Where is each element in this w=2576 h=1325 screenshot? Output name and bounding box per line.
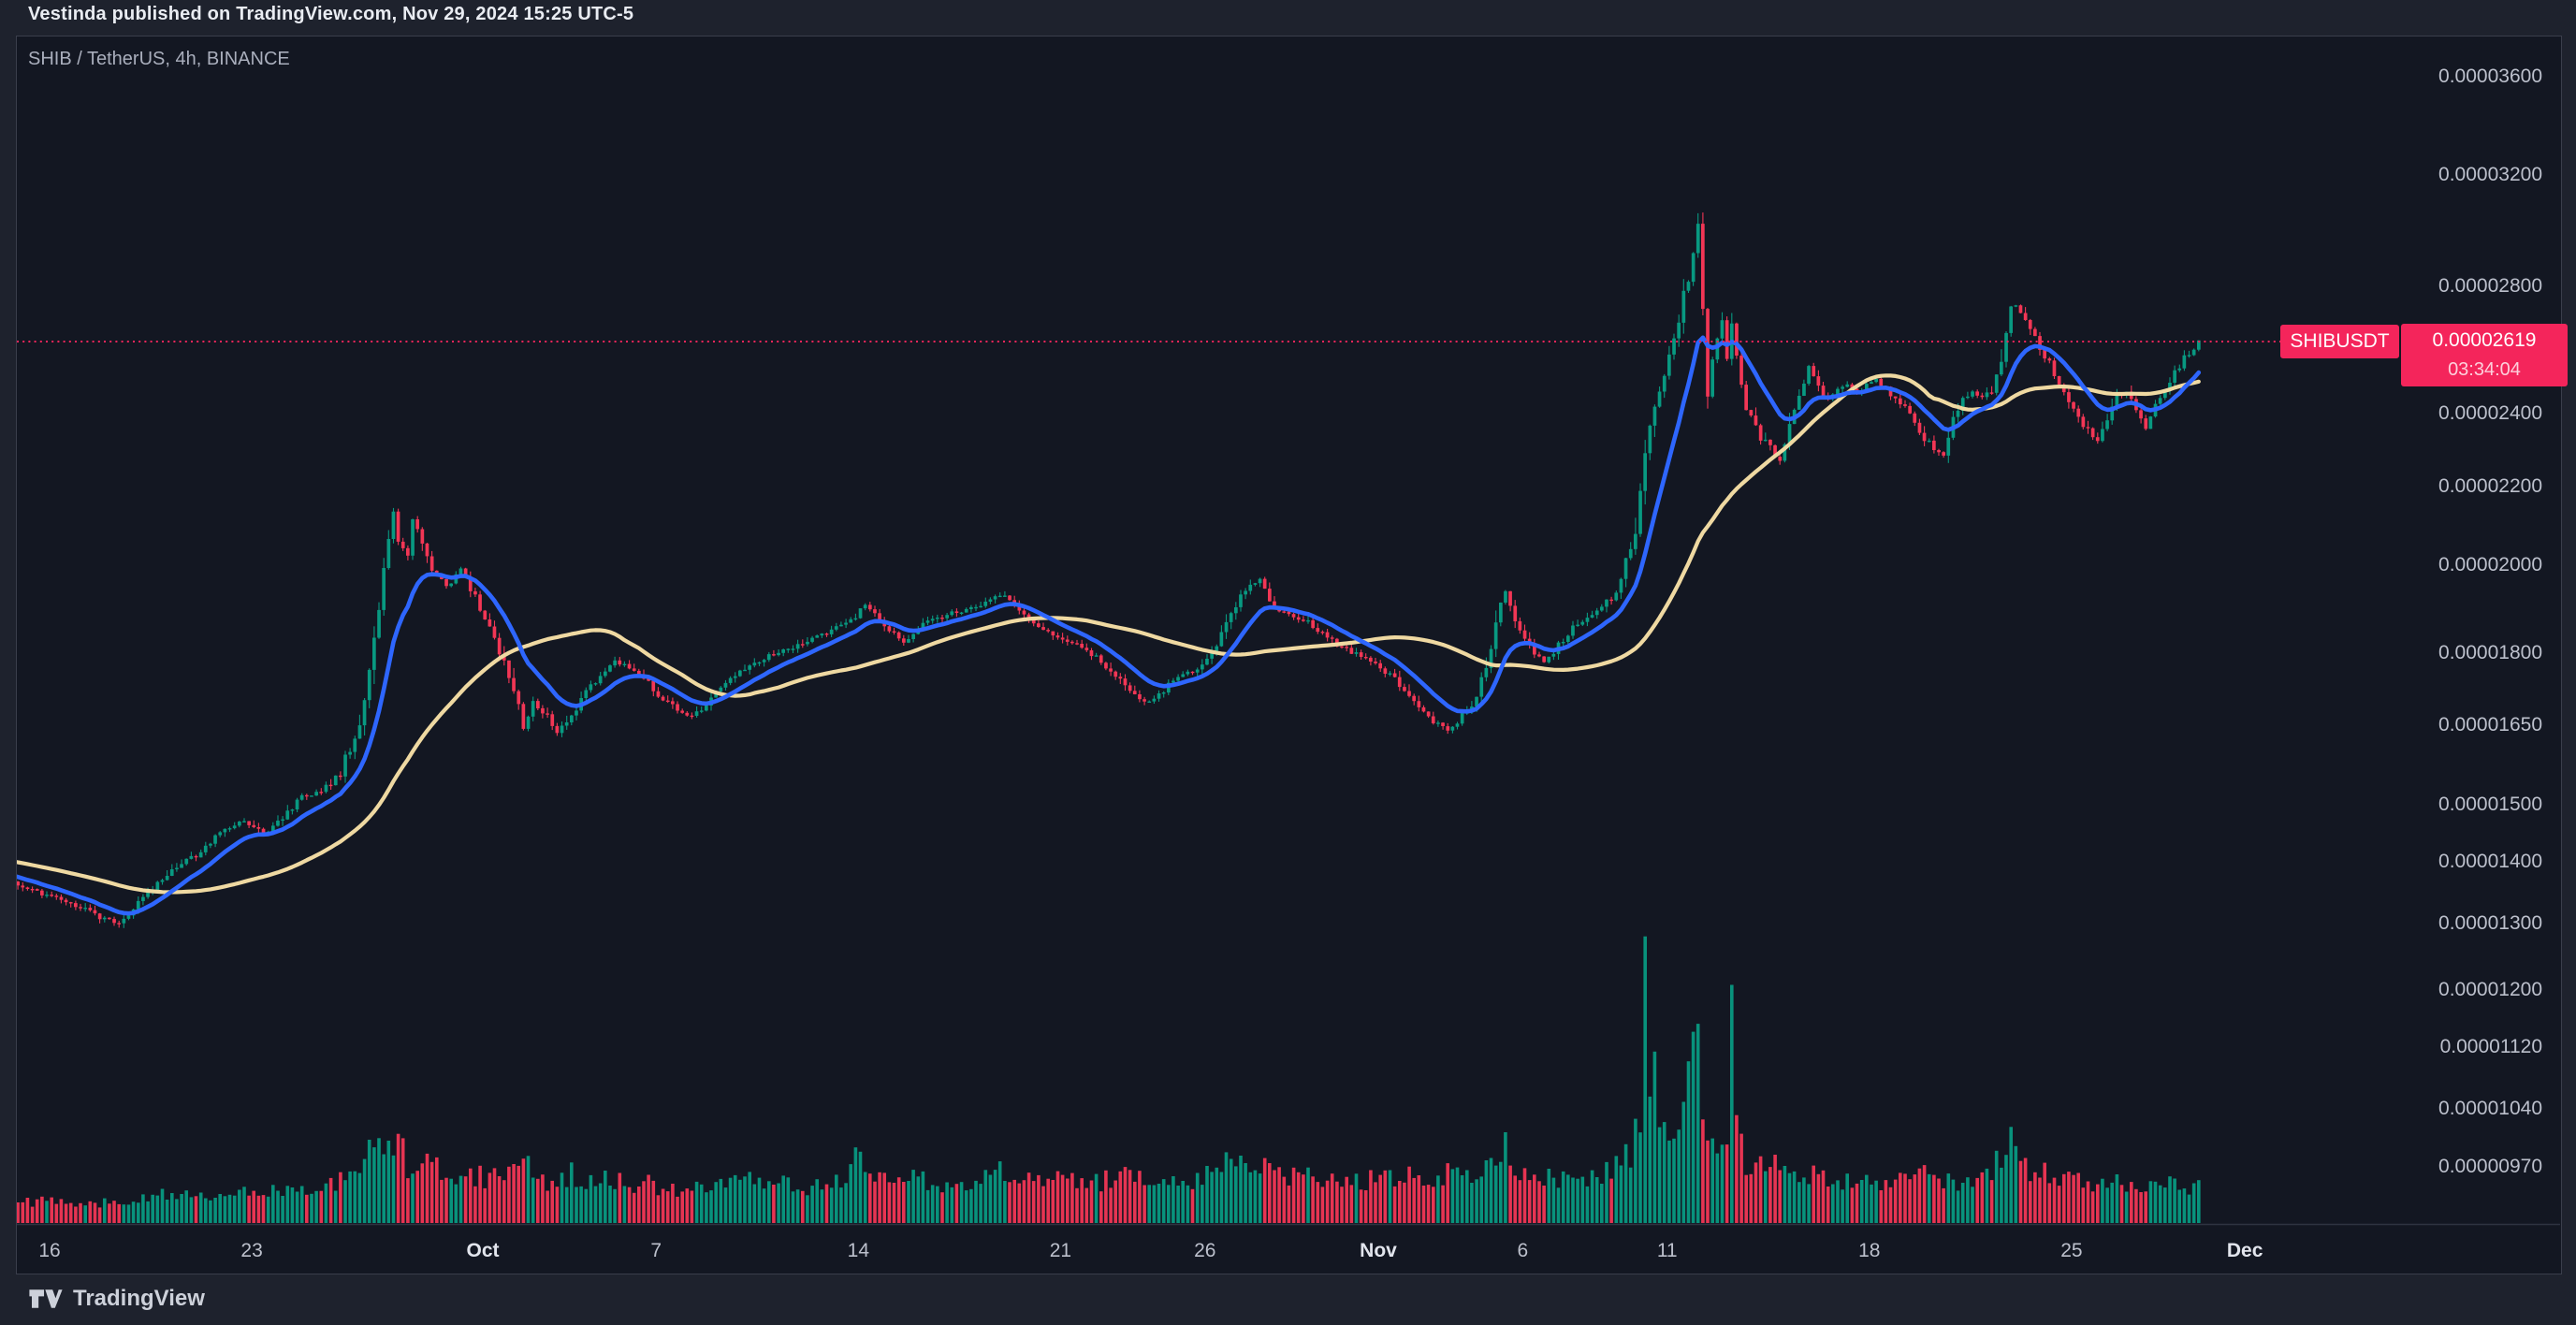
- price-axis-label: 0.00002400: [2438, 402, 2542, 425]
- price-axis-label: 0.00001300: [2438, 911, 2542, 934]
- time-axis-label: 6: [1517, 1240, 1529, 1261]
- footer-brand-text: TradingView: [73, 1286, 205, 1311]
- volume-histogram: [17, 936, 2201, 1223]
- price-axis-label: 0.00001120: [2439, 1036, 2542, 1058]
- price-axis-label: 0.00002200: [2438, 474, 2542, 497]
- time-axis-label: 23: [240, 1240, 263, 1261]
- price-axis-label: 0.00001650: [2438, 714, 2542, 736]
- price-axis-label: 0.00002000: [2438, 554, 2542, 576]
- time-axis-label: 25: [2060, 1240, 2083, 1261]
- candlestick-series: [17, 212, 2201, 928]
- last-price-value: 0.00002619: [2432, 329, 2537, 351]
- attribution-text: Vestinda published on TradingView.com, N…: [28, 4, 634, 24]
- time-axis-label: 7: [650, 1240, 662, 1261]
- time-axis-label: 26: [1194, 1240, 1216, 1261]
- price-axis-label: 0.00000970: [2438, 1155, 2542, 1177]
- symbol-price-flag: SHIBUSDT: [2280, 325, 2399, 358]
- price-axis-label: 0.00002800: [2438, 274, 2542, 297]
- chart-plot-area[interactable]: [11, 212, 2202, 1223]
- price-axis-label: 0.00001040: [2438, 1098, 2542, 1120]
- time-axis-label: 21: [1049, 1240, 1072, 1261]
- price-axis-label: 0.00003600: [2438, 66, 2542, 88]
- time-axis-label: 11: [1656, 1240, 1678, 1261]
- price-axis-label: 0.00001800: [2438, 641, 2542, 663]
- price-axis-label: 0.00001400: [2438, 851, 2542, 873]
- slow-ma-line: [17, 373, 2201, 895]
- tradingview-logo-icon: [29, 1289, 63, 1308]
- price-axis-label: 0.00001500: [2438, 793, 2542, 815]
- last-price-label: 0.00002619 03:34:04: [2401, 324, 2568, 386]
- price-axis-label: 0.00001200: [2438, 979, 2542, 1000]
- bar-countdown: 03:34:04: [2448, 359, 2521, 380]
- symbol-title: SHIB / TetherUS, 4h, BINANCE: [28, 49, 290, 69]
- price-axis-label: 0.00003200: [2438, 164, 2542, 186]
- footer-brand[interactable]: TradingView: [28, 1284, 205, 1314]
- chart-pane[interactable]: [16, 36, 2562, 1274]
- time-axis-label: Dec: [2226, 1240, 2263, 1261]
- time-axis-label: Oct: [466, 1240, 500, 1261]
- time-axis-label: 14: [847, 1240, 870, 1261]
- time-axis-label: 18: [1858, 1240, 1881, 1261]
- time-axis-label: Nov: [1360, 1240, 1397, 1261]
- fast-ma-line: [17, 335, 2202, 916]
- time-axis-label: 16: [38, 1240, 61, 1261]
